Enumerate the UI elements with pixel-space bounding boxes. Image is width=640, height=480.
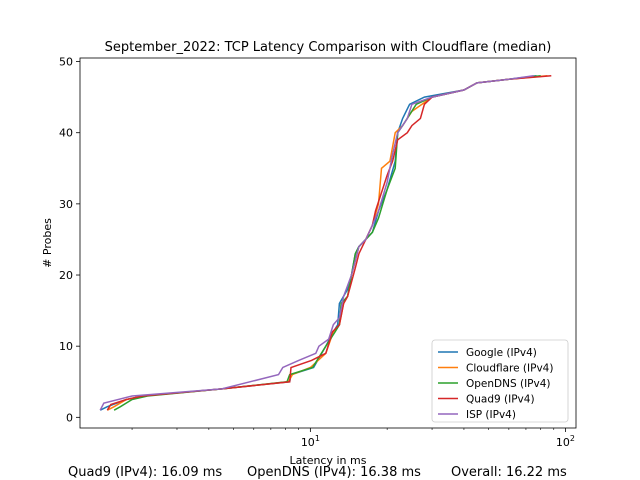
footer-overall-median: Overall: 16.22 ms: [451, 465, 567, 480]
plot-series: [99, 75, 552, 411]
legend-label: Cloudflare (IPv4): [466, 363, 553, 375]
legend-box: [431, 339, 569, 423]
y-tick-label: 0: [66, 411, 73, 424]
legend-label: Google (IPv4): [466, 347, 537, 359]
plot-frame: [79, 57, 577, 429]
chart-title: September_2022: TCP Latency Comparison w…: [105, 40, 552, 55]
y-axis-ticks: 0 10 20 30 40 50: [59, 56, 80, 424]
series-line-3: [106, 75, 552, 411]
y-tick-label: 40: [59, 127, 73, 140]
y-tick-label: 10: [59, 340, 73, 353]
legend-label: OpenDNS (IPv4): [466, 378, 551, 390]
series-line-4: [99, 75, 534, 411]
x-axis-ticks: 101 102: [131, 428, 575, 449]
x-axis-label: Latency in ms: [290, 454, 367, 467]
legend: Google (IPv4) Cloudflare (IPv4) OpenDNS (I…: [431, 339, 569, 423]
legend-label: ISP (IPv4): [466, 409, 516, 421]
y-axis-label: # Probes: [41, 218, 54, 268]
footer-opendns-median: OpenDNS (IPv4): 16.38 ms: [247, 465, 421, 480]
footer-quad9-median: Quad9 (IPv4): 16.09 ms: [68, 465, 223, 480]
y-tick-label: 50: [59, 56, 73, 69]
y-tick-label: 30: [59, 198, 73, 211]
x-tick-label: 102: [556, 434, 575, 449]
y-tick-label: 20: [59, 269, 73, 282]
x-tick-label: 101: [301, 434, 320, 449]
legend-label: Quad9 (IPv4): [466, 394, 535, 406]
